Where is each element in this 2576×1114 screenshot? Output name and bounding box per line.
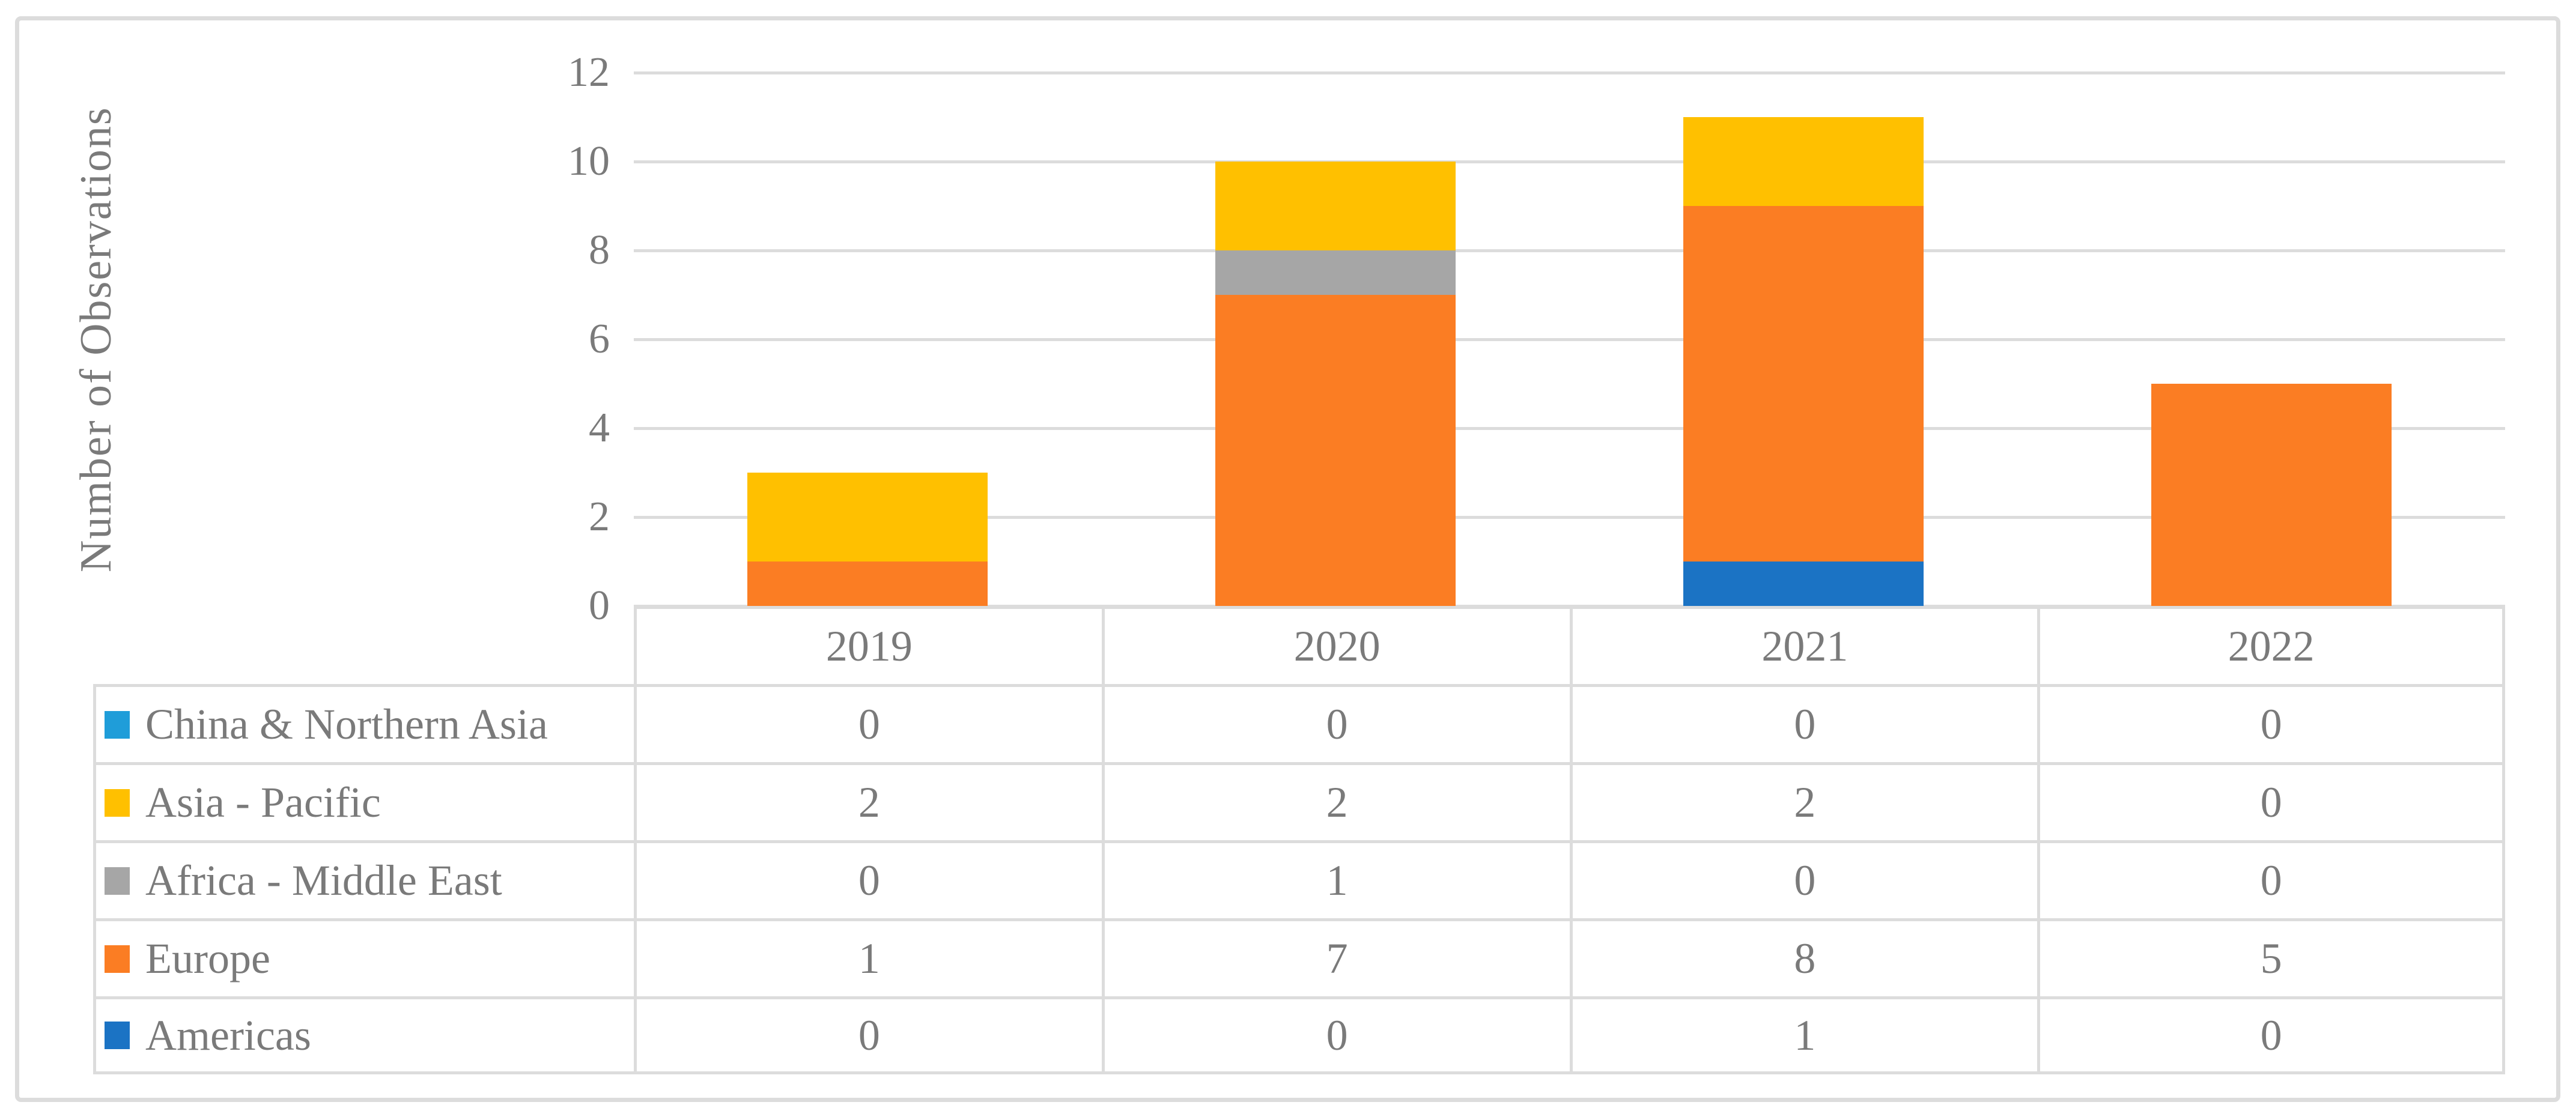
legend-swatch-europe <box>105 945 130 973</box>
legend-swatch-asia-pacific <box>105 789 130 817</box>
bar-2021-segment-europe <box>1683 206 1924 562</box>
value-cell-china-northern-asia-2022: 0 <box>2037 684 2505 762</box>
bar-2020-segment-europe <box>1215 295 1456 606</box>
value-cell-americas-2019: 0 <box>634 996 1102 1074</box>
bar-2019-segment-europe <box>747 562 988 606</box>
gridline-y-8 <box>634 249 2505 252</box>
y-tick-label-4: 4 <box>589 405 610 451</box>
legend-label-asia-pacific: Asia - Pacific <box>145 778 381 826</box>
value-cell-europe-2020: 7 <box>1101 918 1570 996</box>
gridline-y-10 <box>634 160 2505 163</box>
value-cell-europe-2019: 1 <box>634 918 1102 996</box>
value-cell-china-northern-asia-2019: 0 <box>634 684 1102 762</box>
value-cell-asia-pacific-2020: 2 <box>1101 762 1570 840</box>
legend-swatch-africa-middle-east <box>105 867 130 895</box>
legend-swatch-americas <box>105 1022 130 1049</box>
year-header-cell-2022: 2022 <box>2037 606 2505 684</box>
value-cell-europe-2021: 8 <box>1569 918 2038 996</box>
year-header-cell-2020: 2020 <box>1101 606 1570 684</box>
gridline-y-2 <box>634 515 2505 519</box>
value-cell-africa-middle-east-2020: 1 <box>1101 840 1570 918</box>
legend-cell-china-northern-asia: China & Northern Asia <box>93 684 634 762</box>
value-cell-asia-pacific-2022: 0 <box>2037 762 2505 840</box>
gridline-y-12 <box>634 71 2505 74</box>
value-cell-china-northern-asia-2020: 0 <box>1101 684 1570 762</box>
bar-2020-segment-africa-middle-east <box>1215 250 1456 295</box>
y-tick-label-2: 2 <box>589 494 610 540</box>
value-cell-americas-2020: 0 <box>1101 996 1570 1074</box>
value-cell-asia-pacific-2021: 2 <box>1569 762 2038 840</box>
gridline-y-6 <box>634 338 2505 341</box>
legend-label-americas: Americas <box>145 1011 311 1059</box>
legend-label-china-northern-asia: China & Northern Asia <box>145 700 548 748</box>
bar-2022-segment-europe <box>2151 384 2392 606</box>
value-cell-africa-middle-east-2021: 0 <box>1569 840 2038 918</box>
y-tick-label-6: 6 <box>589 316 610 362</box>
bar-2020-segment-asia-pacific <box>1215 162 1456 250</box>
bar-2019-segment-asia-pacific <box>747 473 988 562</box>
legend-cell-africa-middle-east: Africa - Middle East <box>93 840 634 918</box>
value-cell-asia-pacific-2019: 2 <box>634 762 1102 840</box>
y-tick-label-12: 12 <box>568 49 610 95</box>
gridline-y-4 <box>634 426 2505 430</box>
value-cell-china-northern-asia-2021: 0 <box>1569 684 2038 762</box>
legend-label-africa-middle-east: Africa - Middle East <box>145 856 502 904</box>
bar-2021-segment-americas <box>1683 562 1924 606</box>
legend-label-europe: Europe <box>145 934 270 982</box>
legend-cell-europe: Europe <box>93 918 634 996</box>
y-tick-label-8: 8 <box>589 227 610 273</box>
value-cell-americas-2021: 1 <box>1569 996 2038 1074</box>
value-cell-europe-2022: 5 <box>2037 918 2505 996</box>
y-tick-label-0: 0 <box>589 583 610 629</box>
value-cell-africa-middle-east-2022: 0 <box>2037 840 2505 918</box>
value-cell-americas-2022: 0 <box>2037 996 2505 1074</box>
legend-cell-asia-pacific: Asia - Pacific <box>93 762 634 840</box>
year-header-cell-2019: 2019 <box>634 606 1102 684</box>
legend-swatch-china-northern-asia <box>105 710 130 739</box>
y-axis-title: Number of Observations <box>71 106 121 572</box>
year-header-cell-2021: 2021 <box>1569 606 2038 684</box>
legend-cell-americas: Americas <box>93 996 634 1074</box>
bar-2021-segment-asia-pacific <box>1683 117 1924 206</box>
y-tick-label-10: 10 <box>568 138 610 184</box>
value-cell-africa-middle-east-2019: 0 <box>634 840 1102 918</box>
